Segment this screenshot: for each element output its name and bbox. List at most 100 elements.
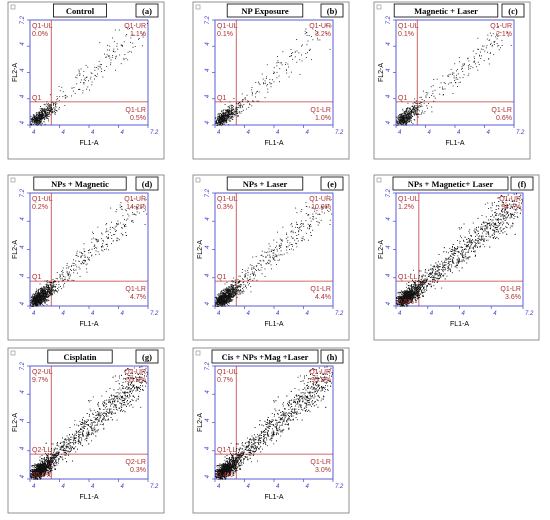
panel-letter-box [320,349,344,364]
corner-marker [195,4,201,10]
y-axis-label: FL2-A [378,63,385,82]
x-tick-label: 4 [32,484,36,490]
y-tick-label: 4 [386,245,392,249]
y-tick-label: 4 [386,120,392,124]
quadrant-ul-name: Q1-UL [398,196,419,203]
y-tick-label: 4 [20,390,26,394]
title-box [392,176,509,191]
y-tick-label: 4 [386,301,392,305]
panel-letter: (c) [508,6,518,16]
quadrant-ul-value: 0.1% [398,31,414,38]
y-tick-label: 7.2 [205,15,211,24]
x-tick-label: 7.2 [525,311,534,317]
y-tick-label: 4 [20,68,26,72]
quadrant-ur-value: 55.0% [126,377,146,384]
y-tick-label: 4 [386,94,392,98]
x-axis-label: FL1-A [79,494,98,501]
title-box [47,349,113,364]
panel-letter-box [135,176,159,191]
quadrant-ll-name: Q1 [32,274,41,281]
quadrant-lr-name: Q2-LR [125,459,146,466]
title-box [53,3,108,18]
quadrant-lr-value: 3.6% [505,294,521,301]
quadrant-ur-name: Q2-UR [124,369,146,376]
x-tick-label: 7.2 [150,130,159,136]
y-axis-label: FL2-A [12,413,19,432]
panel-title: NP Exposure [241,6,289,16]
quadrant-ll-name: Q1 [32,95,41,102]
y-tick-label: 4 [205,301,211,305]
x-tick-label: 4 [276,484,280,490]
x-tick-label: 4 [121,311,125,317]
y-tick-label: 4 [386,217,392,221]
quadrant-ll-name: Q1 [217,95,226,102]
corner-marker [10,350,16,356]
y-tick-label: 7.2 [205,361,211,370]
panel-title: NPs + Laser [243,179,288,189]
quadrant-ul-name: Q1-UL [217,369,238,376]
quadrant-ll-name: Q1-LL [217,447,237,454]
quadrant-lr-name: Q1-LR [310,286,331,293]
quadrant-ul-value: 0.2% [32,204,48,211]
y-tick-label: 4 [386,273,392,277]
y-axis-label: FL2-A [12,63,19,82]
panel-letter: (e) [327,179,337,189]
quadrant-lr-value: 4.4% [315,294,331,301]
y-tick-label: 4 [20,42,26,46]
x-tick-label: 4 [217,484,221,490]
corner-marker [10,4,16,10]
panel-title: Magnetic + Laser [414,6,478,16]
quadrant-lr-value: 0.3% [130,467,146,474]
y-tick-label: 4 [20,245,26,249]
y-tick-label: 4 [20,446,26,450]
x-tick-label: 4 [247,484,251,490]
y-tick-label: 4 [386,42,392,46]
y-tick-label: 4 [205,390,211,394]
y-tick-label: 7.2 [205,188,211,197]
quadrant-ll-name: Q1 [217,274,226,281]
quadrant-ll-value: 35.0% [32,472,52,479]
x-tick-label: 4 [247,130,251,136]
x-tick-label: 4 [121,484,125,490]
x-tick-label: 4 [91,130,95,136]
x-tick-label: 7.2 [150,484,159,490]
x-tick-label: 7.2 [335,130,344,136]
quadrant-ur-value: 94.7% [501,204,521,211]
x-axis-label: FL1-A [264,140,283,147]
quadrant-ur-name: Q1-UR [309,196,331,203]
quadrant-ll-name: Q1-LL [398,274,418,281]
x-tick-label: 4 [276,130,280,136]
y-tick-label: 4 [205,418,211,422]
event-dots [215,24,332,126]
x-tick-label: 4 [462,311,466,317]
y-tick-label: 4 [205,446,211,450]
event-dots [30,366,148,480]
panel-title: Cisplatin [63,352,96,362]
corner-marker [10,177,16,183]
y-axis-label: FL2-A [197,413,204,432]
x-tick-label: 7.2 [150,311,159,317]
y-tick-label: 4 [20,217,26,221]
y-tick-label: 4 [205,217,211,221]
x-tick-label: 7.2 [516,130,525,136]
y-tick-label: 7.2 [386,188,392,197]
panel-letter: (b) [327,6,338,16]
quadrant-lr-value: 0.5% [130,115,146,122]
y-tick-label: 7.2 [20,15,26,24]
x-axis-label: FL1-A [450,321,469,328]
corner-marker [376,4,382,10]
title-box [393,3,499,18]
panel-title: NPs + Magnetic+ Laser [408,179,494,189]
quadrant-ll-value: 0.4% [217,472,233,479]
quadrant-lr-value: 3.0% [315,467,331,474]
y-axis-label: FL2-A [378,240,385,259]
quadrant-ll-value: 0.5% [398,299,414,306]
x-tick-label: 7.2 [335,311,344,317]
y-tick-label: 4 [205,273,211,277]
panel-letter-box [320,176,344,191]
quadrant-ul-name: Q1-UL [217,23,238,30]
panel-letter: (f) [518,179,527,189]
